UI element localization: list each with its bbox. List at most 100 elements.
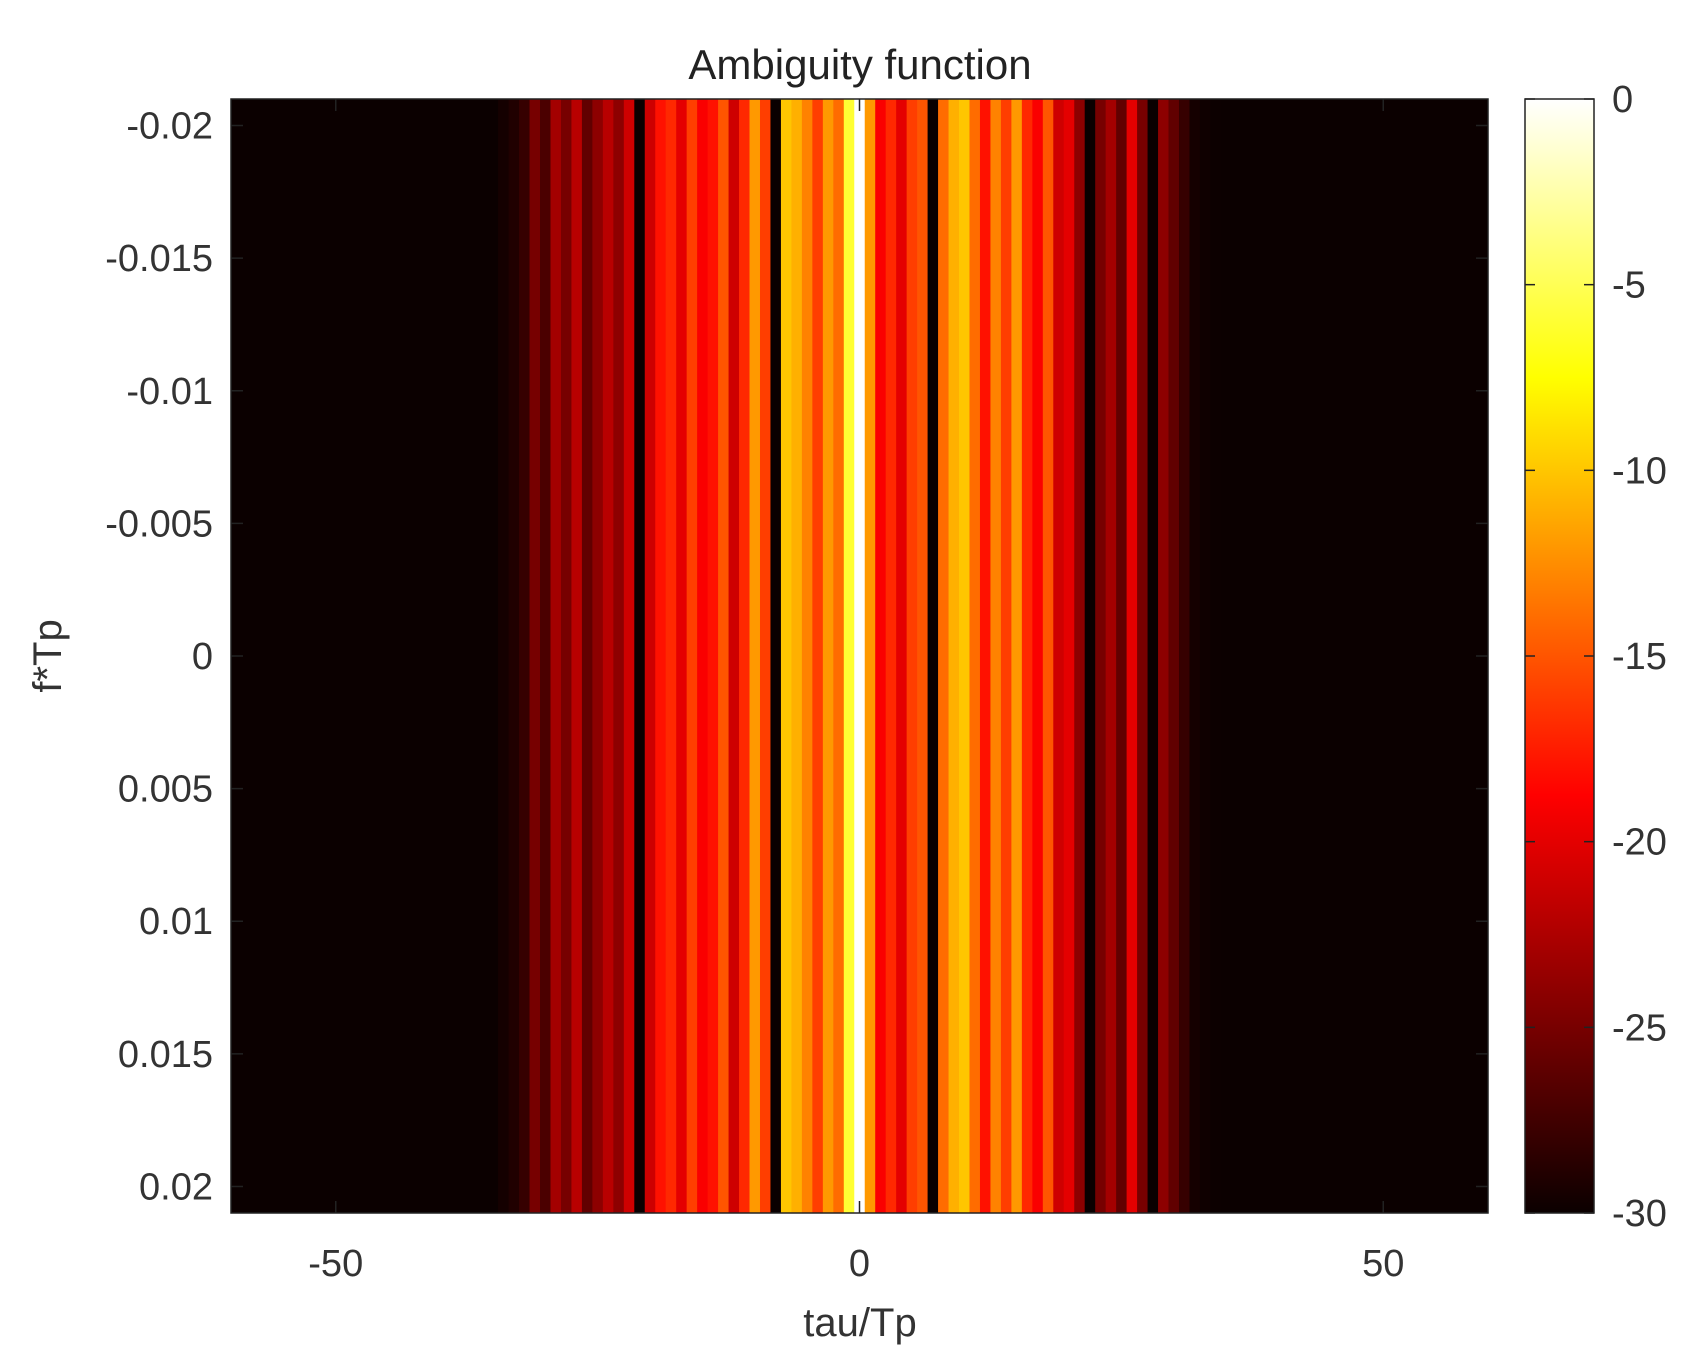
colorbar-tick-label: 0 bbox=[1612, 79, 1633, 121]
heatmap-column bbox=[707, 99, 719, 1213]
heatmap-column bbox=[739, 99, 751, 1213]
heatmap-column bbox=[906, 99, 918, 1213]
heatmap-column bbox=[864, 99, 876, 1213]
y-axis-label: f*Tp bbox=[26, 619, 70, 692]
heatmap-column bbox=[854, 99, 866, 1213]
colorbar: 0 -5 -10 -15 -20 -25 -30 bbox=[1524, 79, 1667, 1235]
chart-title: Ambiguity function bbox=[688, 41, 1031, 88]
heatmap-column bbox=[665, 99, 677, 1213]
heatmap-column bbox=[508, 99, 520, 1213]
heatmap-column bbox=[833, 99, 845, 1213]
y-tick-label: -0.015 bbox=[105, 238, 213, 280]
heatmap-column bbox=[770, 99, 782, 1213]
x-tick-labels: -50 0 50 bbox=[308, 1243, 1404, 1285]
colorbar-ticks: 0 -5 -10 -15 -20 -25 -30 bbox=[1525, 79, 1667, 1235]
heatmap-column bbox=[718, 99, 730, 1213]
y-tick-label: 0.01 bbox=[139, 901, 213, 943]
heatmap-column bbox=[592, 99, 604, 1213]
heatmap-column bbox=[519, 99, 531, 1213]
colorbar-tick-label: -20 bbox=[1612, 822, 1667, 864]
heatmap-column bbox=[571, 99, 583, 1213]
heatmap-column bbox=[1178, 99, 1191, 1213]
heatmap-column bbox=[1032, 99, 1044, 1213]
heatmap-column bbox=[1199, 99, 1212, 1213]
y-tick-label: -0.02 bbox=[126, 106, 213, 148]
y-tick-label: 0 bbox=[192, 636, 213, 678]
heatmap-column bbox=[1126, 99, 1138, 1213]
heatmap-column bbox=[1137, 99, 1149, 1213]
heatmap-column bbox=[498, 99, 510, 1213]
heatmap-column bbox=[938, 99, 950, 1213]
heatmap-column bbox=[959, 99, 971, 1213]
heatmap-column bbox=[1042, 99, 1054, 1213]
heatmap-column bbox=[1105, 99, 1117, 1213]
heatmap-column bbox=[917, 99, 929, 1213]
heatmap-column bbox=[1116, 99, 1128, 1213]
heatmap-column bbox=[1158, 99, 1170, 1213]
heatmap-column bbox=[540, 99, 552, 1213]
x-tick-label: 50 bbox=[1362, 1243, 1404, 1285]
heatmap-column bbox=[969, 99, 981, 1213]
heatmap-column bbox=[1189, 99, 1201, 1213]
heatmap-column bbox=[1063, 99, 1075, 1213]
heatmap-column bbox=[1011, 99, 1023, 1213]
heatmap-column bbox=[1053, 99, 1065, 1213]
heatmap-column bbox=[550, 99, 562, 1213]
x-tick-label: -50 bbox=[308, 1243, 363, 1285]
heatmap-column bbox=[791, 99, 803, 1213]
heatmap-column bbox=[948, 99, 960, 1213]
heatmap-column bbox=[529, 99, 541, 1213]
y-tick-label: -0.01 bbox=[126, 371, 213, 413]
y-tick-label: 0.02 bbox=[139, 1166, 213, 1208]
heatmap-column bbox=[801, 99, 813, 1213]
heatmap-column bbox=[780, 99, 793, 1213]
y-tick-label: 0.015 bbox=[118, 1034, 213, 1076]
heatmap-column bbox=[1084, 99, 1096, 1213]
heatmap-column bbox=[728, 99, 740, 1213]
heatmap-column bbox=[927, 99, 939, 1213]
heatmap-column bbox=[812, 99, 824, 1213]
heatmap-column bbox=[759, 99, 772, 1213]
heatmap-column bbox=[1021, 99, 1033, 1213]
colorbar-tick-label: -10 bbox=[1612, 450, 1667, 492]
heatmap-column bbox=[896, 99, 908, 1213]
colorbar-tick-label: -5 bbox=[1612, 265, 1646, 307]
heatmap-column bbox=[623, 99, 635, 1213]
heatmap-column bbox=[676, 99, 688, 1213]
axis-ticks bbox=[231, 99, 1488, 1213]
colorbar-gradient bbox=[1525, 99, 1594, 1213]
heatmap-column bbox=[1000, 99, 1012, 1213]
heatmap-column bbox=[875, 99, 887, 1213]
heatmap-column bbox=[979, 99, 992, 1213]
heatmap-column bbox=[1210, 99, 1222, 1213]
heatmap-column bbox=[655, 99, 667, 1213]
colorbar-tick-label: -30 bbox=[1612, 1193, 1667, 1235]
heatmap-column bbox=[822, 99, 834, 1213]
y-tick-labels: -0.02 -0.015 -0.01 -0.005 0 0.005 0.01 0.015 0.0… bbox=[105, 106, 213, 1209]
heatmap-column bbox=[1147, 99, 1159, 1213]
x-tick-label: 0 bbox=[849, 1243, 870, 1285]
y-tick-label: -0.005 bbox=[105, 503, 213, 545]
heatmap-column bbox=[990, 99, 1002, 1213]
heatmap-column bbox=[686, 99, 698, 1213]
x-axis-label: tau/Tp bbox=[803, 1301, 916, 1345]
heatmap-column bbox=[613, 99, 625, 1213]
heatmap-column bbox=[634, 99, 646, 1213]
heatmap-column bbox=[560, 99, 573, 1213]
heatmap-column bbox=[885, 99, 897, 1213]
heatmap-column bbox=[697, 99, 709, 1213]
heatmap-column bbox=[1095, 99, 1107, 1213]
heatmap-column bbox=[644, 99, 656, 1213]
colorbar-tick-label: -15 bbox=[1612, 636, 1667, 678]
heatmap-column bbox=[1168, 99, 1180, 1213]
colorbar-tick-label: -25 bbox=[1612, 1007, 1667, 1049]
plot-area bbox=[230, 98, 1489, 1214]
heatmap-column bbox=[602, 99, 614, 1213]
heatmap-column bbox=[1074, 99, 1086, 1213]
heatmap-column bbox=[843, 99, 855, 1213]
heatmap-column bbox=[749, 99, 761, 1213]
heatmap-column bbox=[581, 99, 593, 1213]
heatmap-cells bbox=[498, 99, 1222, 1213]
y-tick-label: 0.005 bbox=[118, 769, 213, 811]
